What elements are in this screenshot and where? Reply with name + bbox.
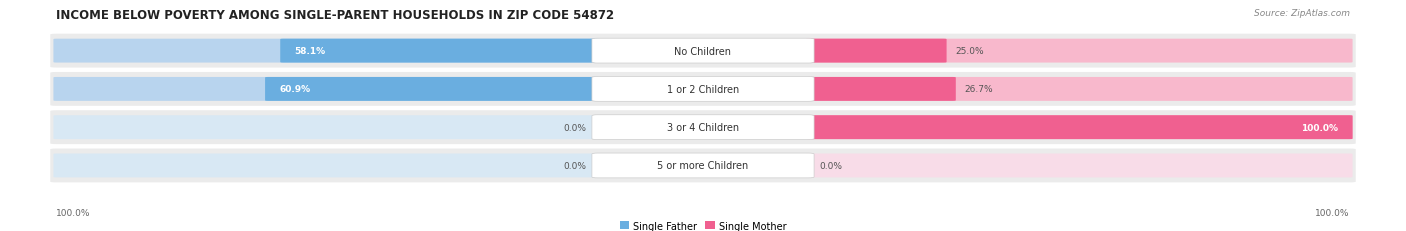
Text: 100.0%: 100.0%: [1315, 208, 1350, 217]
FancyBboxPatch shape: [806, 78, 956, 101]
FancyBboxPatch shape: [806, 40, 946, 63]
Text: 100.0%: 100.0%: [1302, 123, 1339, 132]
Text: 58.1%: 58.1%: [294, 47, 325, 56]
FancyBboxPatch shape: [49, 110, 1357, 146]
FancyBboxPatch shape: [53, 78, 600, 101]
Text: 25.0%: 25.0%: [955, 47, 984, 56]
Legend: Single Father, Single Mother: Single Father, Single Mother: [620, 221, 786, 231]
FancyBboxPatch shape: [53, 154, 600, 178]
Text: 1 or 2 Children: 1 or 2 Children: [666, 85, 740, 94]
FancyBboxPatch shape: [806, 116, 1353, 140]
Text: 0.0%: 0.0%: [564, 123, 586, 132]
Text: 26.7%: 26.7%: [965, 85, 993, 94]
Text: 0.0%: 0.0%: [820, 161, 842, 170]
Text: 100.0%: 100.0%: [56, 208, 91, 217]
Text: 3 or 4 Children: 3 or 4 Children: [666, 123, 740, 133]
Text: Source: ZipAtlas.com: Source: ZipAtlas.com: [1254, 9, 1350, 18]
FancyBboxPatch shape: [806, 116, 1353, 140]
FancyBboxPatch shape: [53, 116, 600, 140]
FancyBboxPatch shape: [49, 72, 1357, 107]
Text: 5 or more Children: 5 or more Children: [658, 161, 748, 171]
FancyBboxPatch shape: [592, 115, 814, 140]
Text: INCOME BELOW POVERTY AMONG SINGLE-PARENT HOUSEHOLDS IN ZIP CODE 54872: INCOME BELOW POVERTY AMONG SINGLE-PARENT…: [56, 9, 614, 22]
FancyBboxPatch shape: [592, 77, 814, 102]
FancyBboxPatch shape: [280, 40, 600, 63]
Text: No Children: No Children: [675, 46, 731, 56]
FancyBboxPatch shape: [53, 40, 600, 63]
FancyBboxPatch shape: [806, 40, 1353, 63]
FancyBboxPatch shape: [49, 148, 1357, 184]
FancyBboxPatch shape: [266, 78, 600, 101]
FancyBboxPatch shape: [592, 153, 814, 178]
FancyBboxPatch shape: [806, 78, 1353, 101]
FancyBboxPatch shape: [806, 154, 1353, 178]
FancyBboxPatch shape: [592, 39, 814, 64]
FancyBboxPatch shape: [49, 33, 1357, 69]
Text: 60.9%: 60.9%: [280, 85, 311, 94]
Text: 0.0%: 0.0%: [564, 161, 586, 170]
